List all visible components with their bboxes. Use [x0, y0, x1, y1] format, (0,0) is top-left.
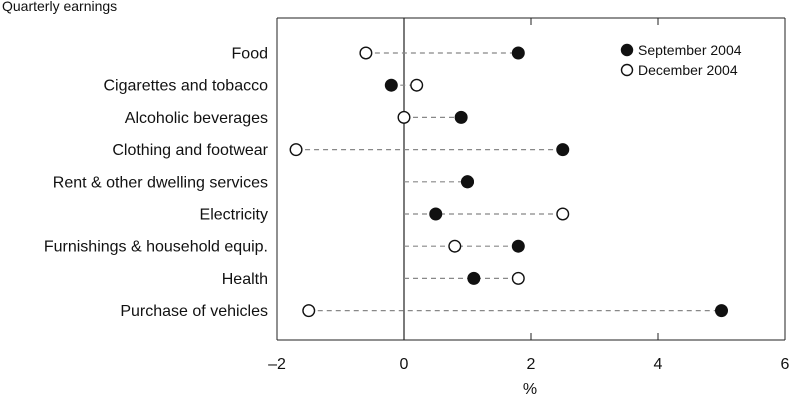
point-december-2004	[410, 78, 424, 92]
point-december-2004	[302, 304, 316, 318]
point-december-2004	[556, 207, 570, 221]
category-label: Cigarettes and tobacco	[103, 78, 268, 95]
point-december-2004	[448, 239, 462, 253]
point-september-2004	[511, 239, 525, 253]
category-label: Health	[222, 271, 268, 288]
x-tick-label: 0	[400, 356, 409, 373]
point-december-2004	[511, 271, 525, 285]
point-september-2004	[715, 304, 729, 318]
category-label: Purchase of vehicles	[120, 303, 268, 320]
category-label: Furnishings & household equip.	[44, 239, 268, 256]
point-december-2004	[289, 143, 303, 157]
x-tick-label: 6	[781, 356, 789, 373]
legend: September 2004 December 2004	[620, 42, 742, 78]
legend-filled-marker	[620, 43, 634, 57]
x-tick-label: –2	[268, 356, 286, 373]
x-tick-label: 2	[527, 356, 536, 373]
category-label: Rent & other dwelling services	[53, 174, 268, 191]
data-markers	[289, 46, 729, 318]
legend-label: September 2004	[638, 42, 742, 58]
point-december-2004	[397, 110, 411, 124]
connector-lines	[296, 52, 722, 312]
point-september-2004	[461, 175, 475, 189]
point-september-2004	[429, 207, 443, 221]
point-september-2004	[454, 110, 468, 124]
category-label: Electricity	[200, 207, 268, 224]
x-tick-label: 4	[654, 356, 663, 373]
point-september-2004	[384, 78, 398, 92]
chart-title: Quarterly earnings	[2, 0, 117, 14]
point-september-2004	[556, 143, 570, 157]
point-september-2004	[511, 46, 525, 60]
x-axis-title: %	[523, 381, 537, 396]
point-september-2004	[467, 271, 481, 285]
category-label: Alcoholic beverages	[125, 110, 268, 127]
legend-open-marker	[620, 63, 634, 77]
x-axis-ticks: –2 0 2 4 6	[268, 18, 789, 373]
category-label: Clothing and footwear	[112, 142, 268, 159]
category-labels: Food Cigarettes and tobacco Alcoholic beve…	[44, 46, 269, 321]
category-label: Food	[232, 46, 268, 63]
point-december-2004	[359, 46, 373, 60]
legend-label: December 2004	[638, 62, 738, 78]
